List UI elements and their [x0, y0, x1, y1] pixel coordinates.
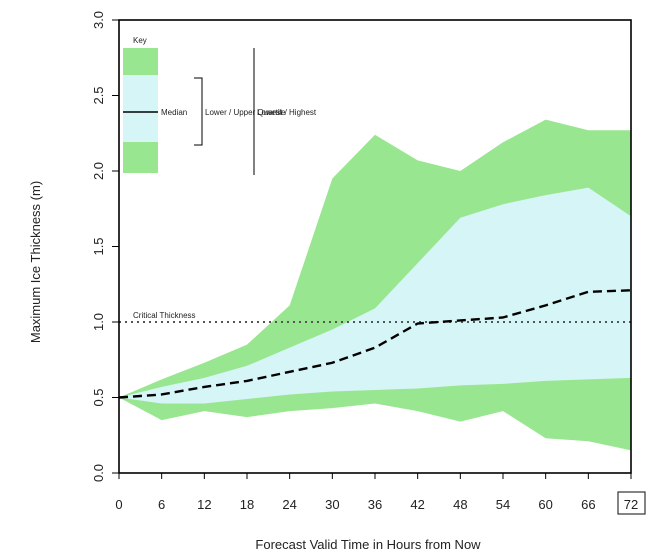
legend-title: Key [133, 36, 147, 45]
median-line [118, 289, 632, 399]
legend-swatch-lowest [123, 142, 158, 173]
x-tick-label: 30 [325, 497, 339, 512]
y-tick-label: 3.0 [91, 11, 106, 29]
critical-thickness-label: Critical Thickness [133, 311, 196, 320]
y-tick-label: 0.0 [91, 464, 106, 482]
legend-range-label: Lowest / Highest [257, 108, 317, 117]
legend-swatch-quartile [123, 75, 158, 142]
critical-thickness-reference: Critical Thickness [119, 311, 631, 323]
x-axis-title: Forecast Valid Time in Hours from Now [255, 537, 481, 552]
x-tick-label: 36 [368, 497, 382, 512]
x-tick-label: 42 [410, 497, 424, 512]
x-tick-label: 12 [197, 497, 211, 512]
x-tick-label: 6 [158, 497, 165, 512]
x-tick-label: 0 [115, 497, 122, 512]
quartile-band [119, 187, 631, 404]
x-tick-label: 18 [240, 497, 254, 512]
x-tick-label: 48 [453, 497, 467, 512]
y-tick-label: 0.5 [91, 388, 106, 406]
legend-median-label: Median [161, 108, 187, 117]
x-tick-label: 60 [538, 497, 552, 512]
y-axis-title: Maximum Ice Thickness (m) [28, 181, 43, 343]
y-tick-label: 2.5 [91, 86, 106, 104]
y-tick-label: 1.5 [91, 237, 106, 255]
x-tick-label: 54 [496, 497, 510, 512]
axes: 0.0 0.5 1.0 1.5 2.0 2.5 3.0 0 6 12 18 24 30 36 42 48 54 6… [91, 11, 646, 515]
x-tick-label: 24 [282, 497, 296, 512]
x-tick-label: 72 [624, 497, 638, 512]
y-tick-label: 2.0 [91, 162, 106, 180]
legend-swatch-highest [123, 48, 158, 75]
x-tick-label: 66 [581, 497, 595, 512]
legend-quartile-bracket [194, 77, 203, 146]
y-tick-label: 1.0 [91, 313, 106, 331]
range-bands [119, 119, 631, 451]
median-series [118, 289, 632, 399]
legend-quartile-label: Lower / Upper Quartile [205, 108, 286, 117]
x-tick-highlight-box [617, 491, 646, 515]
